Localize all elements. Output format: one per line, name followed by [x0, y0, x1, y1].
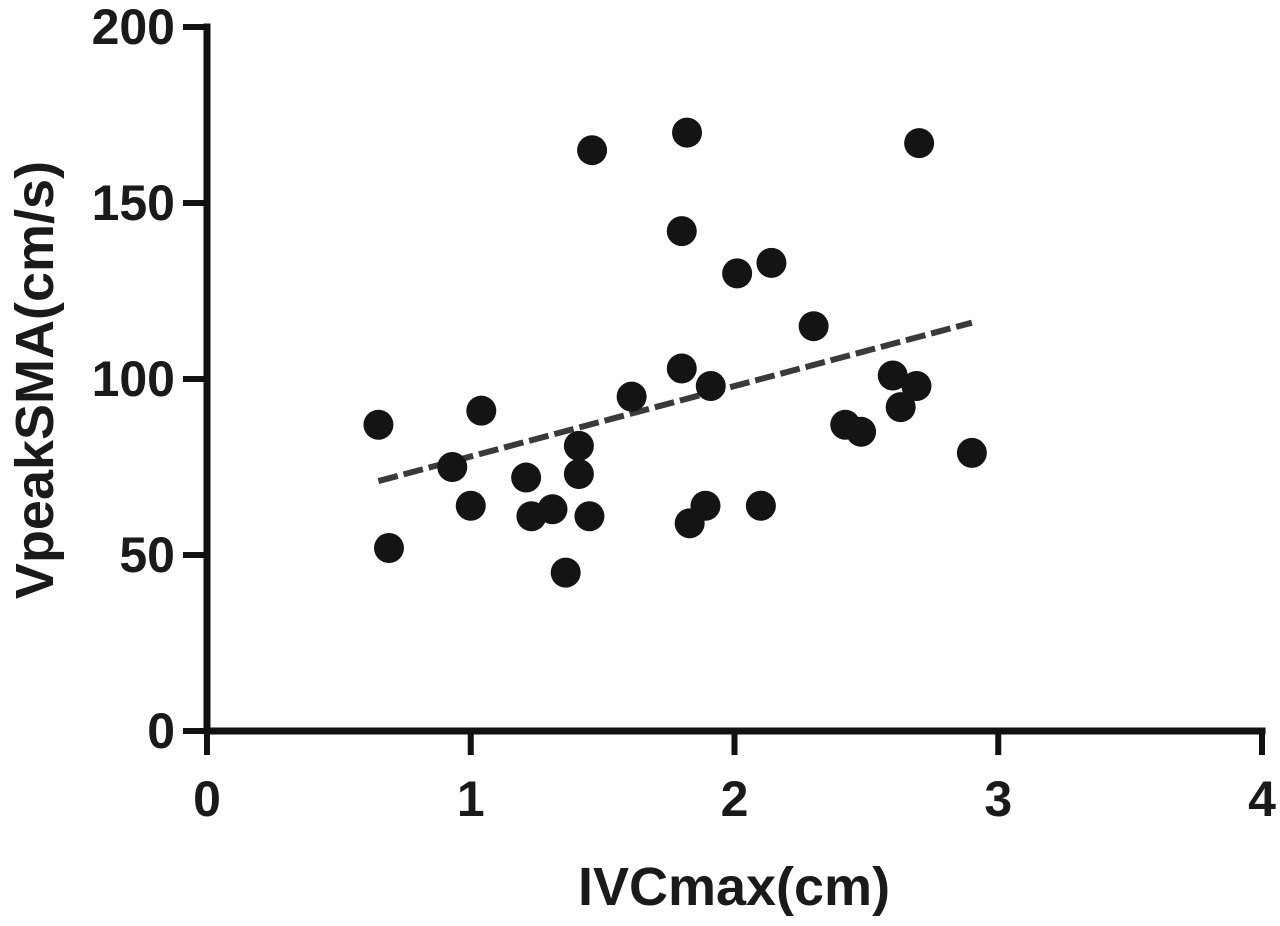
data-point: [756, 247, 787, 278]
data-point: [690, 490, 721, 521]
x-tick-label: 0: [193, 771, 221, 827]
data-point: [563, 430, 594, 461]
x-tick-label: 2: [721, 771, 749, 827]
y-tick-label: 150: [92, 175, 175, 231]
data-point: [956, 437, 987, 468]
data-point: [722, 258, 753, 289]
data-point: [455, 490, 486, 521]
data-point: [904, 128, 935, 159]
data-point: [577, 135, 608, 166]
y-tick-label: 0: [147, 703, 175, 759]
data-point: [745, 490, 776, 521]
x-tick-label: 1: [457, 771, 485, 827]
x-axis-title: IVCmax(cm): [578, 857, 890, 917]
data-point: [877, 360, 908, 391]
y-axis-title: VpeakSMA(cm/s): [5, 161, 65, 599]
y-tick-label: 200: [92, 0, 175, 55]
x-axis-ticks: 0 1 2 3 4: [193, 731, 1276, 827]
data-point: [666, 216, 697, 247]
data-point: [695, 371, 726, 402]
data-point: [537, 494, 568, 525]
data-point: [798, 311, 829, 342]
data-point: [437, 452, 468, 482]
x-tick-label: 4: [1248, 771, 1276, 827]
data-point: [466, 395, 497, 426]
data-point: [574, 501, 605, 532]
y-tick-label: 100: [92, 351, 175, 407]
data-point: [885, 392, 916, 423]
data-point: [616, 381, 647, 412]
data-points: [363, 117, 987, 588]
x-tick-label: 3: [984, 771, 1012, 827]
data-point: [666, 353, 697, 384]
data-point: [550, 557, 581, 588]
trend-line: [377, 319, 973, 484]
data-point: [563, 459, 594, 490]
data-point: [672, 117, 703, 148]
axes: [203, 23, 1266, 735]
y-axis-ticks: 0 50 100 150 200: [92, 0, 207, 759]
data-point: [846, 416, 877, 447]
data-point: [511, 462, 542, 493]
y-tick-label: 50: [119, 527, 175, 583]
data-point: [373, 532, 404, 563]
data-point: [901, 371, 932, 402]
data-point: [363, 409, 394, 440]
